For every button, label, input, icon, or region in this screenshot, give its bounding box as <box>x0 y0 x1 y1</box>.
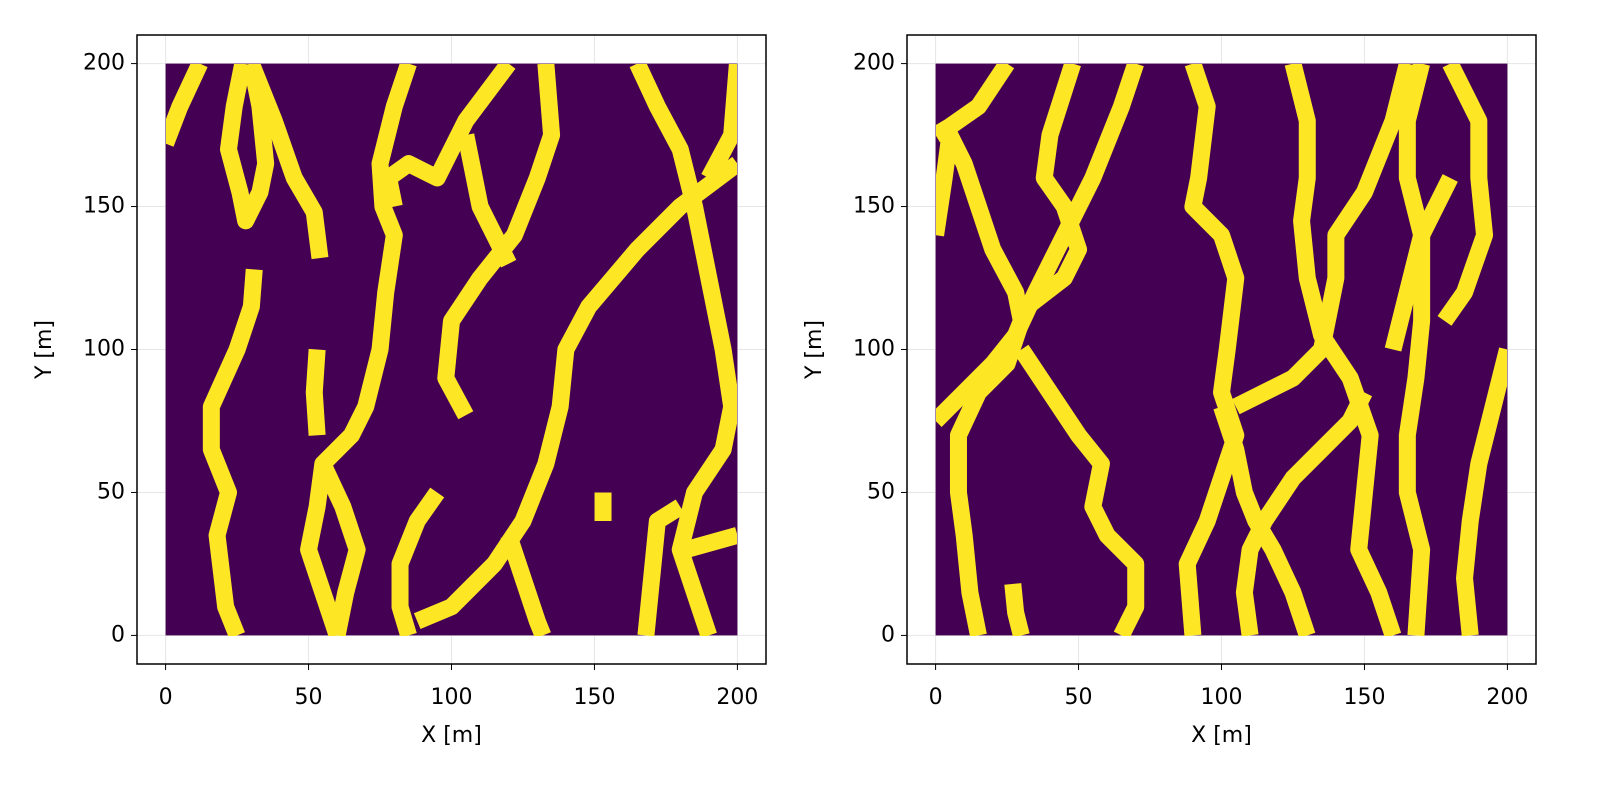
channel <box>1178 64 1245 636</box>
panel: 0 50 100 150 200 0 50 100 150 200 X [m] Y [m] <box>802 34 1537 748</box>
y-tick-label: 0 <box>881 622 895 647</box>
x-tick-label: 200 <box>1486 685 1528 710</box>
x-axis-label: X [m] <box>1191 723 1252 748</box>
y-tick-label: 0 <box>111 622 125 647</box>
channel <box>1437 64 1494 326</box>
x-tick-label: 150 <box>1343 685 1385 710</box>
channel <box>202 268 263 636</box>
channel <box>683 527 737 558</box>
channels <box>166 64 737 636</box>
y-tick-label: 50 <box>97 479 125 504</box>
x-tick-label: 50 <box>295 685 323 710</box>
panel: 0 50 100 150 200 0 50 100 150 200 X [m] Y [m] <box>32 34 767 748</box>
x-tick-label: 0 <box>929 685 943 710</box>
y-tick-label: 50 <box>867 479 895 504</box>
y-axis-label: Y [m] <box>802 320 827 380</box>
x-tick-label: 0 <box>159 685 173 710</box>
channel <box>1235 388 1373 636</box>
channel <box>701 64 737 182</box>
channels <box>936 64 1507 636</box>
channel <box>1231 64 1416 415</box>
y-tick-label: 100 <box>83 337 125 362</box>
y-axis-label: Y [m] <box>32 320 57 380</box>
channel <box>1398 64 1431 636</box>
y-tick-label: 100 <box>853 337 895 362</box>
channel <box>166 64 208 147</box>
x-tick-label: 200 <box>716 685 758 710</box>
channel <box>500 532 551 636</box>
channel <box>1014 344 1145 636</box>
y-tick-label: 150 <box>853 194 895 219</box>
x-tick-label: 50 <box>1065 685 1093 710</box>
channel <box>1213 403 1316 636</box>
channel <box>413 156 737 629</box>
channel <box>391 487 445 636</box>
channel <box>637 499 685 636</box>
x-tick-label: 150 <box>573 685 615 710</box>
x-axis-label: X [m] <box>421 723 482 748</box>
channel <box>1007 64 1088 339</box>
y-tick-label: 200 <box>853 51 895 76</box>
channel <box>1456 347 1507 636</box>
y-tick-label: 200 <box>83 51 125 76</box>
x-tick-label: 100 <box>431 685 473 710</box>
channel <box>315 460 366 636</box>
channel <box>457 133 517 268</box>
channel <box>219 64 275 230</box>
channel <box>1284 64 1402 636</box>
channel <box>380 64 516 209</box>
y-tick-label: 150 <box>83 194 125 219</box>
channel <box>629 64 737 636</box>
channel <box>300 64 417 636</box>
channel <box>1004 583 1030 636</box>
channel <box>305 348 326 436</box>
x-tick-label: 100 <box>1201 685 1243 710</box>
